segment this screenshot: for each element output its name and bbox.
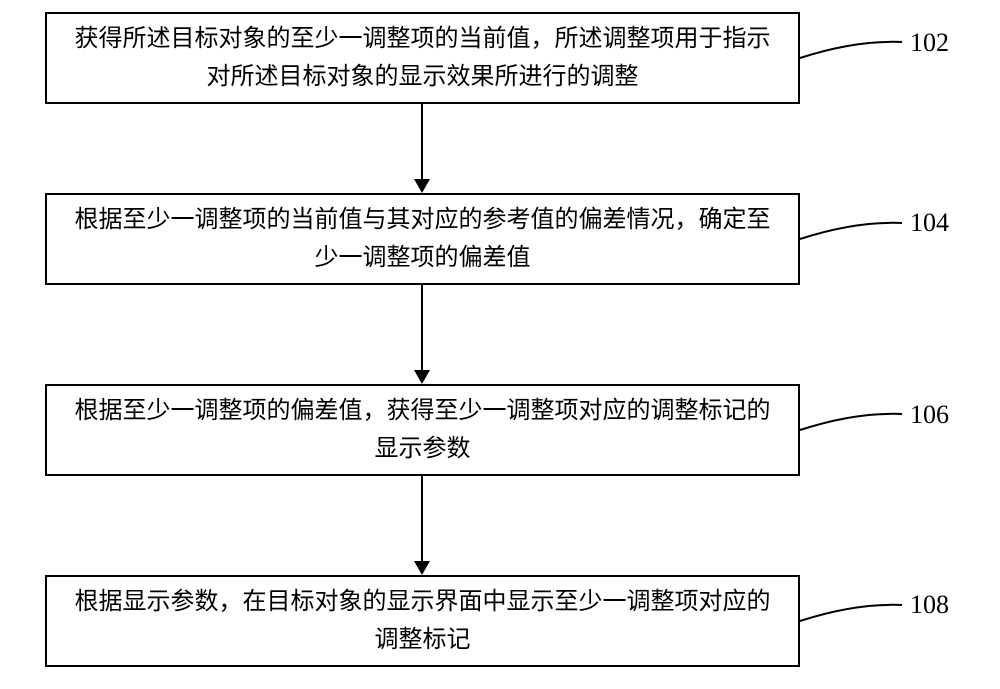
flow-step-3: 根据至少一调整项的偏差值，获得至少一调整项对应的调整标记的显示参数 bbox=[45, 384, 800, 476]
flow-step-3-label: 106 bbox=[910, 400, 949, 430]
arrow-1-2 bbox=[421, 104, 423, 179]
flow-step-1: 获得所述目标对象的至少一调整项的当前值，所述调整项用于指示对所述目标对象的显示效… bbox=[45, 12, 800, 104]
flow-step-1-label: 102 bbox=[910, 28, 949, 58]
flowchart-canvas: 获得所述目标对象的至少一调整项的当前值，所述调整项用于指示对所述目标对象的显示效… bbox=[0, 0, 1000, 689]
flow-step-4: 根据显示参数，在目标对象的显示界面中显示至少一调整项对应的调整标记 bbox=[45, 575, 800, 667]
flow-step-2-label: 104 bbox=[910, 208, 949, 238]
arrow-2-3 bbox=[421, 285, 423, 370]
flow-step-4-text: 根据显示参数，在目标对象的显示界面中显示至少一调整项对应的调整标记 bbox=[67, 583, 778, 660]
arrow-2-3-head bbox=[414, 370, 430, 384]
flow-step-2-text: 根据至少一调整项的当前值与其对应的参考值的偏差情况，确定至少一调整项的偏差值 bbox=[67, 201, 778, 278]
flow-step-3-text: 根据至少一调整项的偏差值，获得至少一调整项对应的调整标记的显示参数 bbox=[67, 392, 778, 469]
flow-step-2: 根据至少一调整项的当前值与其对应的参考值的偏差情况，确定至少一调整项的偏差值 bbox=[45, 193, 800, 285]
arrow-3-4 bbox=[421, 476, 423, 561]
arrow-3-4-head bbox=[414, 561, 430, 575]
arrow-1-2-head bbox=[414, 179, 430, 193]
flow-step-1-text: 获得所述目标对象的至少一调整项的当前值，所述调整项用于指示对所述目标对象的显示效… bbox=[67, 20, 778, 97]
flow-step-4-label: 108 bbox=[910, 590, 949, 620]
